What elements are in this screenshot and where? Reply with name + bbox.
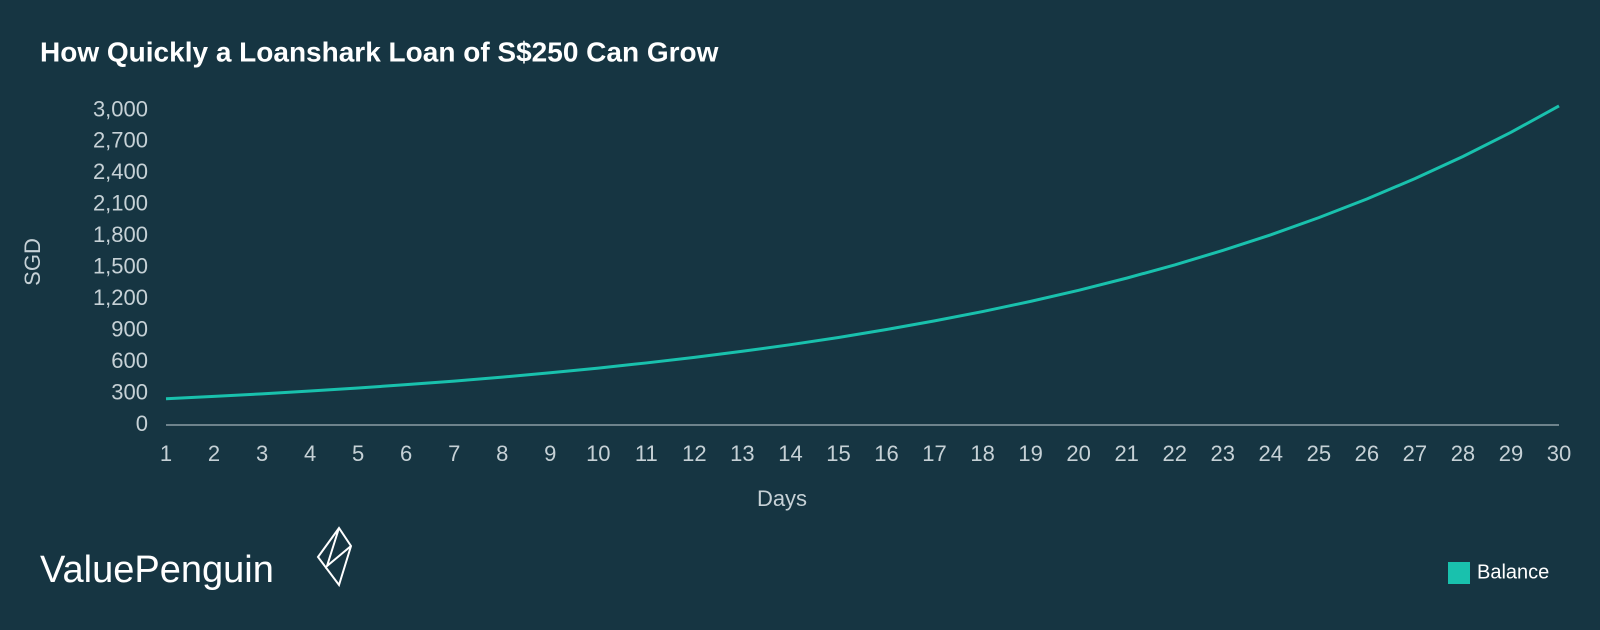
x-tick-label: 25 bbox=[1307, 441, 1331, 466]
brand: ValuePenguin bbox=[40, 549, 274, 591]
x-tick-label: 13 bbox=[730, 441, 754, 466]
x-tick-label: 2 bbox=[208, 441, 220, 466]
x-tick-label: 19 bbox=[1018, 441, 1042, 466]
x-tick-label: 21 bbox=[1114, 441, 1138, 466]
x-tick-label: 18 bbox=[970, 441, 994, 466]
y-tick-label: 2,400 bbox=[93, 159, 148, 184]
chart-title: How Quickly a Loanshark Loan of S$250 Ca… bbox=[40, 36, 719, 67]
y-tick-label: 2,700 bbox=[93, 128, 148, 153]
y-tick-label: 1,800 bbox=[93, 222, 148, 247]
x-tick-label: 12 bbox=[682, 441, 706, 466]
x-tick-label: 10 bbox=[586, 441, 610, 466]
x-tick-label: 28 bbox=[1451, 441, 1475, 466]
x-tick-label: 9 bbox=[544, 441, 556, 466]
series-line bbox=[165, 104, 1560, 401]
x-tick-label: 24 bbox=[1259, 441, 1283, 466]
y-tick-label: 600 bbox=[111, 348, 148, 373]
x-tick-label: 16 bbox=[874, 441, 898, 466]
y-tick-label: 2,100 bbox=[93, 191, 148, 216]
x-tick-label: 8 bbox=[496, 441, 508, 466]
x-tick-label: 26 bbox=[1355, 441, 1379, 466]
legend-swatch bbox=[1448, 562, 1470, 584]
y-tick-label: 3,000 bbox=[93, 96, 148, 121]
y-tick-label: 300 bbox=[111, 379, 148, 404]
x-tick-label: 14 bbox=[778, 441, 802, 466]
x-tick-label: 3 bbox=[256, 441, 268, 466]
x-tick-label: 6 bbox=[400, 441, 412, 466]
x-tick-label: 5 bbox=[352, 441, 364, 466]
y-axis-label: SGD bbox=[20, 238, 45, 286]
x-tick-label: 4 bbox=[304, 441, 316, 466]
y-tick-label: 1,500 bbox=[93, 254, 148, 279]
x-tick-label: 22 bbox=[1162, 441, 1186, 466]
brand-logo bbox=[316, 526, 353, 588]
x-tick-label: 7 bbox=[448, 441, 460, 466]
x-tick-label: 20 bbox=[1066, 441, 1090, 466]
x-tick-label: 30 bbox=[1547, 441, 1571, 466]
y-tick-label: 0 bbox=[136, 411, 148, 436]
x-axis-label: Days bbox=[757, 486, 807, 511]
x-tick-label: 17 bbox=[922, 441, 946, 466]
x-tick-label: 23 bbox=[1211, 441, 1235, 466]
y-tick-label: 900 bbox=[111, 316, 148, 341]
x-tick-label: 1 bbox=[160, 441, 172, 466]
x-tick-label: 29 bbox=[1499, 441, 1523, 466]
legend-label: Balance bbox=[1477, 561, 1549, 583]
x-tick-label: 11 bbox=[635, 441, 658, 466]
x-tick-label: 15 bbox=[826, 441, 850, 466]
x-tick-label: 27 bbox=[1403, 441, 1427, 466]
y-tick-label: 1,200 bbox=[93, 285, 148, 310]
